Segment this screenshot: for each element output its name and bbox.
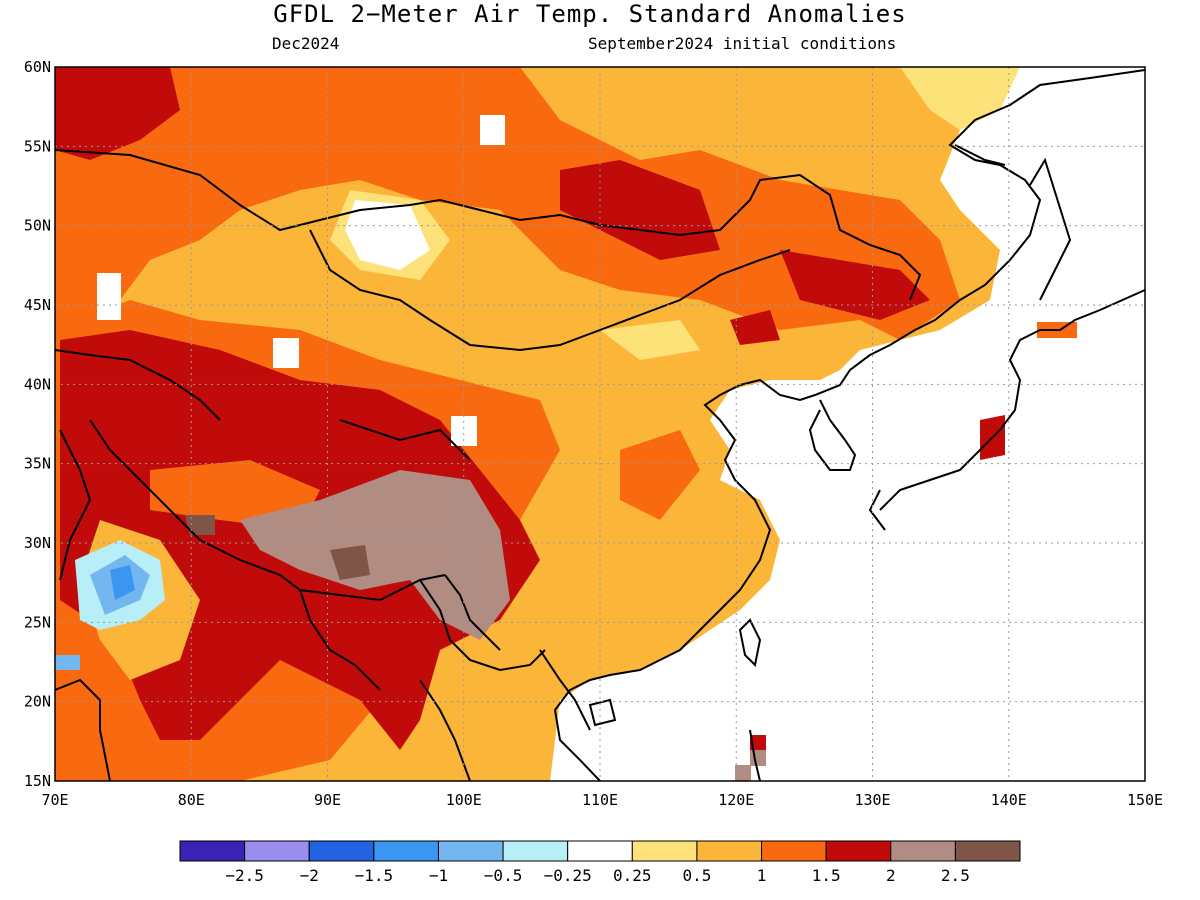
colorbar-swatch xyxy=(308,840,375,862)
colorbar-swatch xyxy=(890,840,956,862)
lon-tick-label: 130E xyxy=(854,791,890,809)
lon-tick-label: 90E xyxy=(314,791,341,809)
map-frame xyxy=(54,66,1146,782)
lon-tick-label: 70E xyxy=(41,791,68,809)
lon-tick-label: 100E xyxy=(446,791,482,809)
colorbar-swatch xyxy=(761,840,827,862)
colorbar-tick-label: 0.5 xyxy=(682,866,711,885)
colorbar-tick-label: 2 xyxy=(886,866,896,885)
lon-tick-label: 140E xyxy=(991,791,1027,809)
lat-tick-label: 20N xyxy=(24,693,51,711)
colorbar-swatch xyxy=(437,840,504,862)
colorbar-swatch xyxy=(567,840,633,862)
colorbar-swatch xyxy=(825,840,892,862)
lat-tick-label: 55N xyxy=(24,137,51,155)
lon-tick-label: 120E xyxy=(718,791,754,809)
colorbar-tick-label: 0.25 xyxy=(613,866,652,885)
map-title: GFDL 2−Meter Air Temp. Standard Anomalie… xyxy=(273,0,907,28)
lon-tick-label: 80E xyxy=(178,791,205,809)
colorbar-swatch xyxy=(373,840,439,862)
colorbar-tick-label: −2 xyxy=(300,866,319,885)
colorbar-swatch xyxy=(954,840,1021,862)
lat-tick-label: 60N xyxy=(24,58,51,76)
colorbar-tick-label: 1 xyxy=(757,866,767,885)
colorbar-tick-label: −1 xyxy=(429,866,448,885)
colorbar-tick-label: −0.5 xyxy=(484,866,523,885)
colorbar-tick-label: 1.5 xyxy=(812,866,841,885)
lat-tick-label: 35N xyxy=(24,455,51,473)
colorbar-tick-label: −2.5 xyxy=(225,866,264,885)
axis-labels: 70E 80E 90E 100E 110E 120E 130E 140E 150E 60N 55N 5… xyxy=(24,58,1163,809)
valid-month-label: Dec2024 xyxy=(272,34,340,53)
colorbar-tick-label: −1.5 xyxy=(355,866,394,885)
colorbar-swatch xyxy=(631,840,698,862)
lon-tick-label: 110E xyxy=(582,791,618,809)
political-borders xyxy=(55,149,922,781)
lat-tick-label: 30N xyxy=(24,534,51,552)
colorbar-swatch xyxy=(179,840,246,862)
initial-conditions-label: September2024 initial conditions xyxy=(588,34,897,53)
colorbar-swatch xyxy=(696,840,763,862)
lat-tick-label: 25N xyxy=(24,613,51,631)
lat-tick-label: 15N xyxy=(24,772,51,790)
map-grid xyxy=(55,67,1145,781)
colorbar-tick-label: 2.5 xyxy=(941,866,970,885)
lat-tick-label: 40N xyxy=(24,375,51,393)
colorbar-tick-label: −0.25 xyxy=(544,866,592,885)
lat-tick-label: 45N xyxy=(24,296,51,314)
lat-tick-label: 50N xyxy=(24,217,51,235)
lon-tick-label: 150E xyxy=(1127,791,1163,809)
colorbar-swatch xyxy=(502,840,569,862)
coastlines xyxy=(339,69,1145,781)
colorbar-swatch xyxy=(244,840,310,862)
colorbar: −2.5 −2 −1.5 −1 −0.5 −0.25 0.25 0.5 1 1.5 2 2.5 xyxy=(179,840,1021,885)
